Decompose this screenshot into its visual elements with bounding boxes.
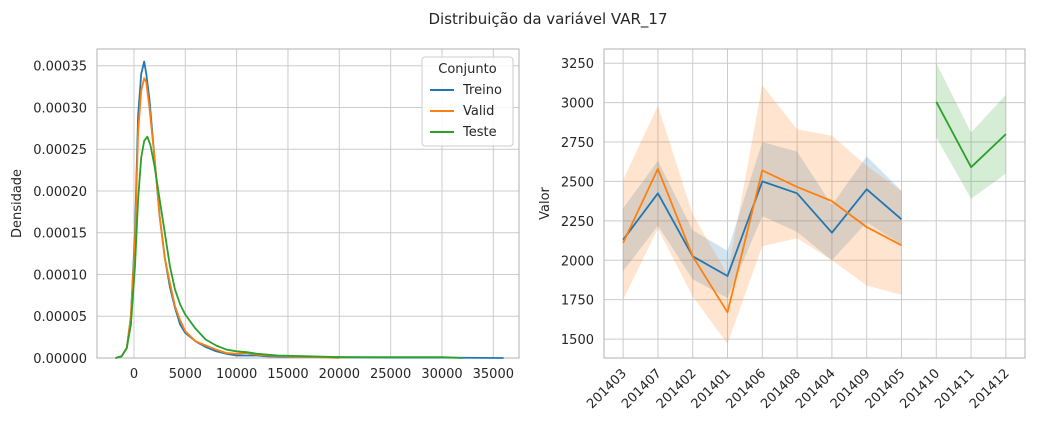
kde-legend-label-valid: Valid <box>463 104 494 119</box>
kde-x-tick-label: 0 <box>130 367 138 382</box>
kde-x-tick-label: 5000 <box>169 367 202 382</box>
kde-y-tick-label: 0.00015 <box>33 227 87 242</box>
kde-line-teste <box>115 135 463 359</box>
line-y-tick-label: 2500 <box>561 175 594 190</box>
line-y-tick-label: 2000 <box>561 254 594 269</box>
kde-y-tick-label: 0.00025 <box>33 143 87 158</box>
line-series-valid <box>622 167 902 314</box>
line-series-teste <box>935 101 1007 169</box>
kde-y-tick-label: 0.00035 <box>33 60 87 75</box>
line-series-treino <box>622 180 903 277</box>
line-plot-frame <box>603 48 1026 359</box>
kde-x-tick-label: 25000 <box>370 367 411 382</box>
kde-y-axis-label: Densidade <box>10 169 25 238</box>
line-ci-band-treino <box>623 142 902 299</box>
line-y-tick-label: 3000 <box>561 97 594 112</box>
kde-legend-label-treino: Treino <box>462 83 502 98</box>
figure-title: Distribuição da variável VAR_17 <box>428 10 667 29</box>
kde-y-tick-label: 0.00020 <box>33 185 87 200</box>
kde-x-tick-label: 35000 <box>473 367 514 382</box>
line-y-tick-label: 2250 <box>561 215 594 230</box>
kde-y-tick-label: 0.00010 <box>33 268 87 283</box>
line-y-tick-label: 2750 <box>561 136 594 151</box>
line-y-tick-label: 3250 <box>561 57 594 72</box>
kde-y-tick-label: 0.00000 <box>33 352 87 367</box>
kde-plot-frame <box>96 48 520 359</box>
kde-legend-label-teste: Teste <box>462 125 497 140</box>
kde-legend-box <box>421 56 514 147</box>
line-y-tick-label: 1750 <box>561 294 594 309</box>
kde-x-tick-label: 10000 <box>216 367 257 382</box>
time-line-chart: 2014032014072014022014012014062014082014… <box>538 48 1026 412</box>
kde-y-tick-label: 0.00005 <box>33 310 87 325</box>
kde-y-tick-label: 0.00030 <box>33 101 87 116</box>
kde-legend-title: Conjunto <box>438 62 496 77</box>
line-ci-band-teste <box>936 63 1006 199</box>
line-ci-band-valid <box>623 85 902 344</box>
kde-density-chart: 0 5000 10000 15000 20000 25000 30000 35000 0.000… <box>10 48 520 382</box>
kde-x-tick-label: 30000 <box>421 367 462 382</box>
line-y-tick-label: 1500 <box>561 333 594 348</box>
kde-x-tick-label: 20000 <box>319 367 360 382</box>
line-y-axis-label: Valor <box>538 186 553 219</box>
kde-x-tick-label: 15000 <box>267 367 308 382</box>
